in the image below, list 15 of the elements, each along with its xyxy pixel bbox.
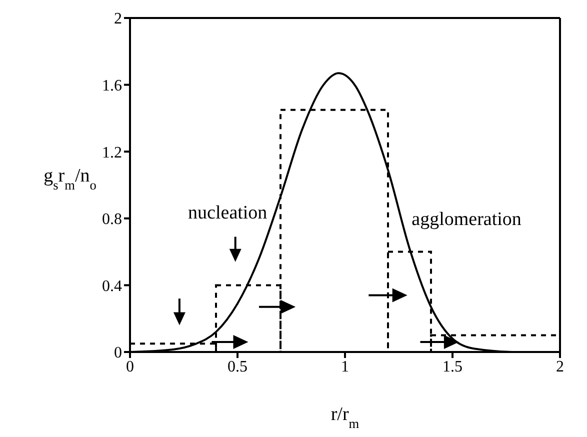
x-tick-label: 1: [341, 358, 349, 376]
x-axis-title: r/r$_{m}$: [330, 404, 360, 430]
y-tick-label: 0.8: [102, 211, 122, 228]
x-tick-label: 1.5: [442, 358, 462, 376]
x-tick-label: 0: [126, 358, 134, 376]
x-tick-label: 2: [556, 358, 564, 376]
annotation: nucleation: [188, 202, 268, 224]
y-tick-label: 1.6: [102, 77, 122, 94]
y-axis-title: g$_{s}$r$_{m}$/n$_{o}$: [44, 166, 97, 192]
x-tick-label: 0.5: [228, 358, 248, 376]
y-tick-label: 0.4: [102, 278, 122, 295]
y-tick-label: 2: [114, 10, 122, 28]
annotation: agglomeration: [412, 209, 522, 230]
y-tick-label: 0: [114, 344, 122, 362]
y-tick-label: 1.2: [102, 144, 122, 162]
